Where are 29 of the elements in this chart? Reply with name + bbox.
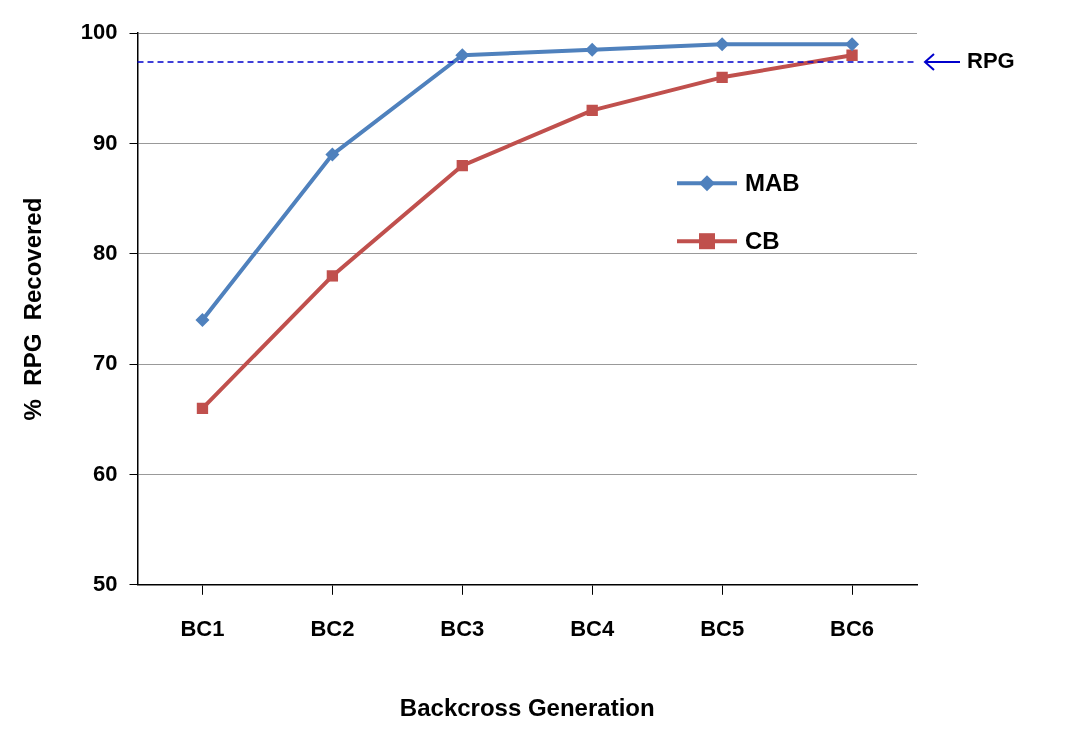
y-tick-label: 100 — [80, 19, 118, 45]
x-tick-label: BC6 — [830, 616, 875, 642]
point — [585, 42, 600, 57]
point — [195, 313, 210, 328]
x-tick-label: BC3 — [440, 616, 485, 642]
x-tick-label: BC5 — [700, 616, 745, 642]
point — [326, 270, 339, 282]
point — [716, 71, 728, 83]
y-tick-label: 60 — [93, 460, 118, 486]
legend-label: CB — [745, 226, 780, 254]
x-tick-label: BC1 — [180, 616, 225, 642]
point — [586, 104, 598, 117]
ref-line-label: RPG — [967, 47, 1015, 73]
y-tick-label: 80 — [93, 239, 118, 265]
y-tick-label: 90 — [93, 129, 118, 155]
point — [196, 402, 209, 414]
point — [845, 37, 860, 52]
y-tick-label: 50 — [93, 570, 118, 596]
point — [455, 48, 470, 63]
point — [325, 147, 340, 162]
legend-label: MAB — [745, 168, 800, 196]
x-axis-title: Backcross Generation — [399, 694, 655, 722]
x-tick-label: BC4 — [570, 616, 615, 642]
y-tick-label: 70 — [93, 350, 118, 376]
point — [846, 49, 858, 61]
point — [456, 159, 468, 172]
y-axis-title: % RPG Recovered — [19, 197, 47, 421]
x-tick-label: BC2 — [310, 616, 355, 642]
point — [715, 37, 730, 52]
